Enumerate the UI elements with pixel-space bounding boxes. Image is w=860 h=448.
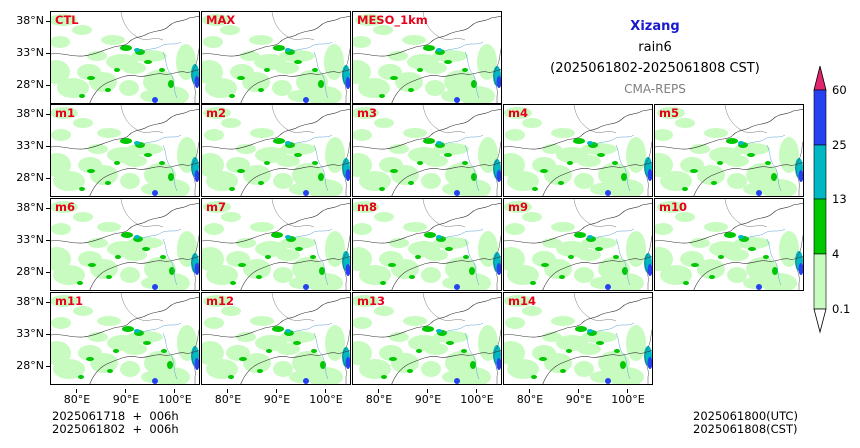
lat-tick-label: 28°N: [0, 171, 50, 184]
colorbar-tick-13: 13: [832, 192, 847, 206]
precip-map: [504, 293, 652, 384]
footer-utc-time: 2025061800(UTC): [693, 409, 798, 423]
precip-map: [51, 105, 199, 196]
panel-label: m11: [55, 294, 83, 308]
map-panel-m5: m5: [654, 104, 804, 197]
panel-label: m4: [508, 106, 528, 120]
precip-map: [202, 105, 350, 196]
precip-map: [353, 293, 501, 384]
map-panel-m11: m11: [50, 292, 200, 385]
precip-map: [51, 293, 199, 384]
map-panel-m7: m7: [201, 198, 351, 291]
colorbar-band-60: [813, 89, 827, 146]
map-panel-m10: m10: [654, 198, 804, 291]
lat-tick-label: 38°N: [0, 14, 50, 27]
map-region-title: Xizang: [630, 19, 680, 34]
precip-map: [202, 199, 350, 290]
footer-valid-time: 2025061802 + 006h: [52, 422, 179, 436]
lat-tick-label: 38°N: [0, 107, 50, 120]
precip-map: [504, 105, 652, 196]
lon-tick-label: 90°E: [101, 389, 151, 406]
panel-label: m8: [357, 200, 377, 214]
colorbar-extend-low: [813, 308, 827, 334]
colorbar-tick-0.1: 0.1: [832, 302, 851, 316]
lon-tick-label: 80°E: [203, 389, 253, 406]
lon-tick-label: 90°E: [554, 389, 604, 406]
panel-label: m6: [55, 200, 75, 214]
precip-map: [353, 199, 501, 290]
map-panel-m13: m13: [352, 292, 502, 385]
lon-tick-label: 90°E: [403, 389, 453, 406]
map-panel-m3: m3: [352, 104, 502, 197]
panel-label: m3: [357, 106, 377, 120]
footer-init-time: 2025061718 + 006h: [52, 409, 179, 423]
panel-label: m10: [659, 200, 687, 214]
lon-tick-label: 100°E: [301, 389, 351, 406]
lat-tick-label: 28°N: [0, 265, 50, 278]
panel-label: m2: [206, 106, 226, 120]
lon-tick-label: 80°E: [354, 389, 404, 406]
map-panel-meso-1km: MESO_1km: [352, 11, 502, 104]
lon-tick-label: 80°E: [505, 389, 555, 406]
precip-map: [655, 105, 803, 196]
panel-label: CTL: [55, 13, 79, 27]
period-title: (2025061802-2025061808 CST): [550, 61, 760, 76]
colorbar-band-25: [813, 144, 827, 200]
lon-tick-label: 100°E: [603, 389, 653, 406]
map-panel-m12: m12: [201, 292, 351, 385]
colorbar-extend-high: [813, 66, 827, 91]
panel-label: m13: [357, 294, 385, 308]
lat-tick-label: 28°N: [0, 78, 50, 91]
lat-tick-label: 33°N: [0, 46, 50, 59]
panel-label: m9: [508, 200, 528, 214]
panel-label: m5: [659, 106, 679, 120]
lon-tick-label: 100°E: [150, 389, 200, 406]
lon-tick-label: 90°E: [252, 389, 302, 406]
lat-tick-label: 33°N: [0, 139, 50, 152]
precip-map: [353, 12, 501, 103]
footer-cst-time: 2025061808(CST): [693, 422, 798, 436]
lat-tick-label: 33°N: [0, 327, 50, 340]
map-panel-ctl: CTL: [50, 11, 200, 104]
lat-tick-label: 33°N: [0, 233, 50, 246]
colorbar-band-13: [813, 198, 827, 255]
precip-map: [353, 105, 501, 196]
panel-label: MESO_1km: [357, 13, 428, 27]
precip-map: [51, 199, 199, 290]
colorbar-tick-4: 4: [832, 247, 840, 261]
colorbar-tick-25: 25: [832, 138, 847, 152]
map-panel-m9: m9: [503, 198, 653, 291]
variable-title: rain6: [638, 40, 672, 55]
precip-map: [202, 12, 350, 103]
precip-map: [202, 293, 350, 384]
map-panel-m4: m4: [503, 104, 653, 197]
source-title: CMA-REPS: [624, 82, 686, 96]
lat-tick-label: 38°N: [0, 295, 50, 308]
precip-map: [655, 199, 803, 290]
map-panel-m1: m1: [50, 104, 200, 197]
colorbar: [813, 66, 827, 334]
precip-map: [51, 12, 199, 103]
panel-label: m14: [508, 294, 536, 308]
panel-label: m7: [206, 200, 226, 214]
colorbar-tick-60: 60: [832, 83, 847, 97]
map-panel-m6: m6: [50, 198, 200, 291]
lon-tick-label: 100°E: [452, 389, 502, 406]
lat-tick-label: 28°N: [0, 359, 50, 372]
colorbar-band-4: [813, 253, 827, 310]
panel-label: m1: [55, 106, 75, 120]
map-panel-m14: m14: [503, 292, 653, 385]
map-panel-max: MAX: [201, 11, 351, 104]
panel-label: MAX: [206, 13, 236, 27]
lat-tick-label: 38°N: [0, 201, 50, 214]
map-panel-m8: m8: [352, 198, 502, 291]
precip-map: [504, 199, 652, 290]
lon-tick-label: 80°E: [52, 389, 102, 406]
panel-label: m12: [206, 294, 234, 308]
map-panel-m2: m2: [201, 104, 351, 197]
